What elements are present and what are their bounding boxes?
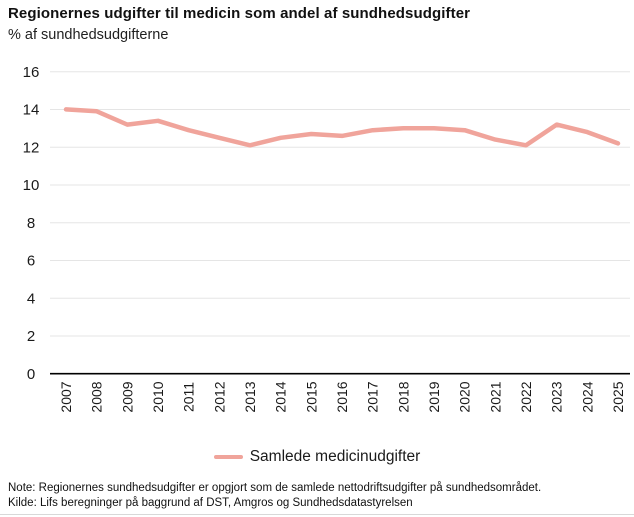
y-tick-label: 4 <box>27 290 35 307</box>
chart-note: Note: Regionernes sundhedsudgifter er op… <box>8 482 542 494</box>
x-tick-label: 2023 <box>549 381 565 412</box>
x-tick-label: 2012 <box>211 381 227 412</box>
chart-title: Regionernes udgifter til medicin som and… <box>8 5 471 22</box>
x-tick-label: 2008 <box>89 381 105 412</box>
x-tick-label: 2014 <box>273 381 289 412</box>
line-chart: 0 2 4 6 8 10 12 14 16 2007 2008 2009 2010 2011 2012 201… <box>23 64 630 413</box>
x-tick-label: 2018 <box>395 381 411 412</box>
x-tick-label: 2017 <box>365 381 381 412</box>
chart-legend: Samlede medicinudgifter <box>0 446 634 468</box>
x-tick-label: 2009 <box>119 381 135 412</box>
x-tick-label: 2021 <box>487 381 503 412</box>
y-tick-label: 6 <box>27 253 35 270</box>
x-tick-label: 2020 <box>457 381 473 412</box>
y-tick-label: 16 <box>23 64 40 81</box>
y-tick-label: 10 <box>23 177 40 194</box>
x-tick-label: 2013 <box>242 381 258 412</box>
legend-label: Samlede medicinudgifter <box>249 448 421 465</box>
x-tick-label: 2007 <box>58 381 74 412</box>
x-tick-label: 2011 <box>181 382 197 412</box>
chart-footer: Note: Regionernes sundhedsudgifter er op… <box>8 481 541 511</box>
bottom-divider <box>0 514 634 515</box>
x-tick-label: 2010 <box>150 381 166 412</box>
y-tick-label: 14 <box>23 102 40 119</box>
x-tick-label: 2025 <box>610 381 626 412</box>
y-tick-label: 0 <box>27 366 35 383</box>
x-tick-label: 2015 <box>303 381 319 412</box>
legend-line-marker <box>213 454 243 460</box>
y-tick-label: 12 <box>23 139 40 156</box>
data-line-samlede-medicinudgifter <box>63 107 621 148</box>
x-tick-label: 2022 <box>518 381 534 412</box>
chart-subtitle: % af sundhedsudgifterne <box>8 27 169 43</box>
chart-source: Kilde: Lifs beregninger på baggrund af D… <box>8 497 413 509</box>
y-tick-label: 8 <box>27 215 35 232</box>
x-tick-label: 2019 <box>426 381 442 412</box>
y-tick-label: 2 <box>27 328 35 345</box>
x-tick-label: 2024 <box>579 381 595 412</box>
x-tick-label: 2016 <box>334 381 350 412</box>
